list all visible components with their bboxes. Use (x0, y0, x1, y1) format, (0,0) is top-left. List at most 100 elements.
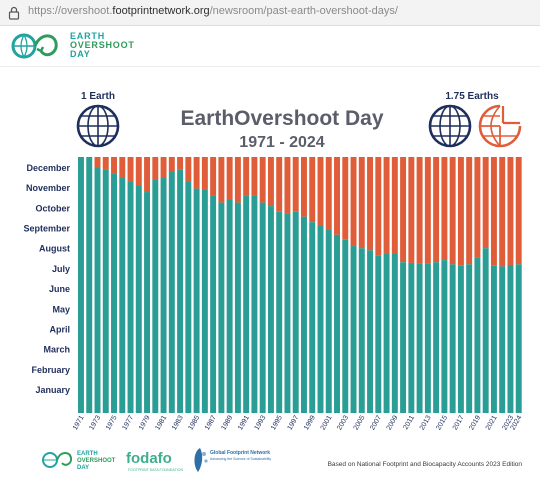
earth-bar-segment (78, 157, 84, 413)
y-axis-month-label: January (35, 385, 70, 395)
earth-bar-segment (490, 265, 497, 413)
x-axis-year-label: 2003 (336, 414, 350, 430)
overshoot-bar-segment (350, 157, 357, 247)
footer-logo-line3: DAY (77, 465, 89, 471)
earth-bar-segment (152, 179, 159, 413)
overshoot-logo-icon[interactable] (10, 29, 64, 63)
footer-logo-line2: OVERSHOOT (77, 458, 116, 464)
earth-bar-segment (135, 185, 142, 413)
earth-bar-segment (234, 202, 241, 413)
overshoot-bar-segment (367, 157, 374, 251)
earth-bar-segment (201, 189, 208, 413)
x-axis-year-label: 1979 (138, 414, 152, 430)
gfn-name: Global Footprint Network (210, 450, 270, 456)
chart-subtitle: 1971 - 2024 (239, 134, 325, 151)
earth-bar-segment (457, 265, 464, 413)
earth-bar-segment (177, 169, 184, 413)
globe-icon (76, 104, 120, 148)
earth-bar-segment (499, 266, 506, 413)
earth-bar-segment (416, 263, 423, 413)
overshoot-bar-segment (416, 157, 423, 264)
overshoot-bar-segment (433, 157, 440, 263)
earth-bar-segment (144, 192, 151, 413)
footer-logo-line1: EARTH (77, 451, 98, 457)
overshoot-bar-segment (284, 157, 291, 214)
fodafo-logo: fodafo (126, 450, 172, 467)
earth-bar-segment (259, 202, 266, 413)
overshoot-bar-segment (119, 157, 126, 179)
earth-bar-segment (185, 181, 192, 413)
earth-bar-segment (342, 239, 349, 413)
earth-bar-segment (243, 195, 250, 413)
overshoot-bar-segment (400, 157, 407, 263)
overshoot-bar-segment (251, 157, 258, 196)
earth-bar-segment (367, 250, 374, 413)
overshoot-bar-segment (334, 157, 340, 235)
overshoot-bar-segment (391, 157, 398, 254)
x-axis-year-label: 2011 (402, 414, 416, 430)
y-axis-month-label: June (49, 284, 70, 294)
y-axis-month-label: October (35, 203, 70, 213)
footer-svg: EARTH OVERSHOOT DAY fodafo FOOTPRINT DAT… (42, 448, 522, 472)
earth-bar-segment (301, 216, 307, 413)
overshoot-bar-segment (226, 157, 233, 200)
overshoot-bar-segment (317, 157, 324, 226)
earth-bar-segment (350, 246, 357, 413)
y-axis-month-label: September (23, 224, 70, 234)
overshoot-bar-segment (515, 157, 522, 265)
earth-bar-segment (267, 206, 274, 413)
overshoot-bar-segment (160, 157, 167, 179)
overshoot-bar-segment (210, 157, 217, 196)
earth-bar-segment (127, 181, 134, 413)
x-axis-year-label: 1981 (154, 414, 168, 430)
overshoot-bar-segment (144, 157, 151, 193)
gfn-tagline: Advancing the Science of Sustainability (210, 457, 271, 461)
overshoot-bar-segment (243, 157, 250, 196)
earth-bar-segment (102, 169, 109, 413)
x-axis-year-label: 1995 (270, 414, 284, 430)
y-axis-month-label: May (52, 304, 70, 314)
y-axis-month-label: April (49, 325, 70, 335)
earth-bar-segment (325, 229, 332, 413)
earth-bar-segment (276, 211, 283, 413)
address-bar[interactable]: https://overshoot.footprintnetwork.org/n… (0, 0, 540, 26)
earth-bar-segment (251, 195, 258, 413)
earth-bar-segment (334, 234, 340, 413)
overshoot-bar-segment (94, 157, 101, 168)
overshoot-bar-segment (482, 157, 489, 249)
x-axis-year-label: 1975 (105, 414, 119, 430)
earth-bar-segment (94, 167, 101, 413)
earth-bar-segment (424, 263, 431, 413)
earth-bar-segment (391, 253, 398, 413)
earth-bar-segment (226, 199, 233, 413)
overshoot-bar-segment (466, 157, 473, 265)
overshoot-bar-segment (342, 157, 349, 240)
overshoot-bar-segment (457, 157, 464, 266)
y-axis-month-label: August (39, 244, 70, 254)
x-axis-year-label: 2015 (435, 414, 449, 430)
overshoot-bar-segment (325, 157, 332, 230)
overshoot-bar-segment (127, 157, 134, 182)
overshoot-chart: EarthOvershoot Day 1971 - 2024 1 Earth 1… (0, 68, 540, 431)
footer: EARTH OVERSHOOT DAY fodafo FOOTPRINT DAT… (0, 430, 540, 480)
x-axis-year-label: 1989 (220, 414, 234, 430)
overshoot-bar-segment (201, 157, 208, 190)
x-axis-year-label: 2007 (369, 414, 383, 430)
brand-wordmark[interactable]: EARTH OVERSHOOT DAY (70, 31, 135, 59)
earth-bar-segment (292, 211, 299, 413)
earth-bar-segment (119, 178, 126, 413)
overshoot-bar-segment (102, 157, 109, 170)
overshoot-bar-segment (185, 157, 192, 182)
x-axis-year-label: 2017 (452, 414, 466, 430)
overshoot-bar-segment (424, 157, 431, 264)
x-axis-year-label: 2019 (468, 414, 482, 430)
overshoot-bar-segment (218, 157, 225, 203)
overshoot-bar-segment (193, 157, 200, 189)
x-axis-year-label: 1987 (204, 414, 218, 430)
gfn-logo-icon (194, 448, 208, 472)
overshoot-bar-segment (177, 157, 184, 170)
earth-bar-segment (400, 262, 407, 413)
globe-icon (428, 104, 472, 148)
url-text[interactable]: https://overshoot.footprintnetwork.org/n… (28, 5, 398, 17)
earth-bar-segment (193, 188, 200, 413)
